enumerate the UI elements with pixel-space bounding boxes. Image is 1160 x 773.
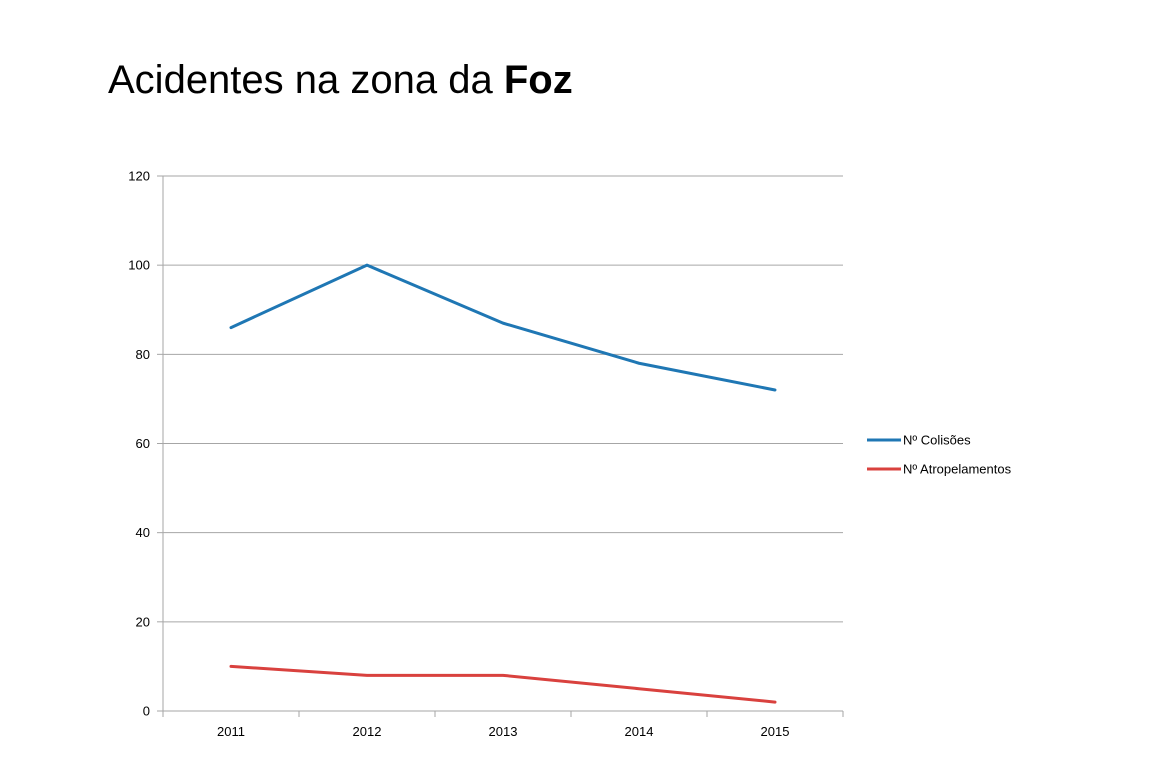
title-emphasis: Foz: [503, 58, 573, 102]
legend-label: Nº Atropelamentos: [903, 462, 1012, 477]
y-tick-label: 20: [136, 614, 150, 629]
title-prefix: Acidentes na zona da: [108, 58, 504, 102]
y-tick-label: 100: [128, 258, 150, 273]
x-tick-label: 2014: [625, 724, 654, 739]
y-tick-label: 80: [136, 347, 150, 362]
y-tick-label: 120: [128, 169, 150, 184]
legend: Nº Colisões Nº Atropelamentos: [867, 433, 1012, 477]
series-line-n-atropelamentos: [229, 664, 777, 704]
gridlines: [163, 175, 843, 623]
page-title: Acidentes na zona da Foz: [108, 56, 573, 104]
y-tick-label: 60: [136, 436, 150, 451]
y-tick-label: 0: [143, 704, 150, 719]
series-lines: [229, 263, 777, 704]
x-tick-label: 2013: [489, 724, 518, 739]
y-tick-label: 40: [136, 525, 150, 540]
x-tick-label: 2012: [353, 724, 382, 739]
series-line-n-colisoes: [229, 263, 777, 392]
axes: 0 20 40 60 80 100 120 2011 2012 2013 2014 2015: [128, 169, 844, 739]
legend-label: Nº Colisões: [903, 433, 971, 448]
x-tick-label: 2015: [761, 724, 790, 739]
x-tick-label: 2011: [217, 724, 245, 739]
